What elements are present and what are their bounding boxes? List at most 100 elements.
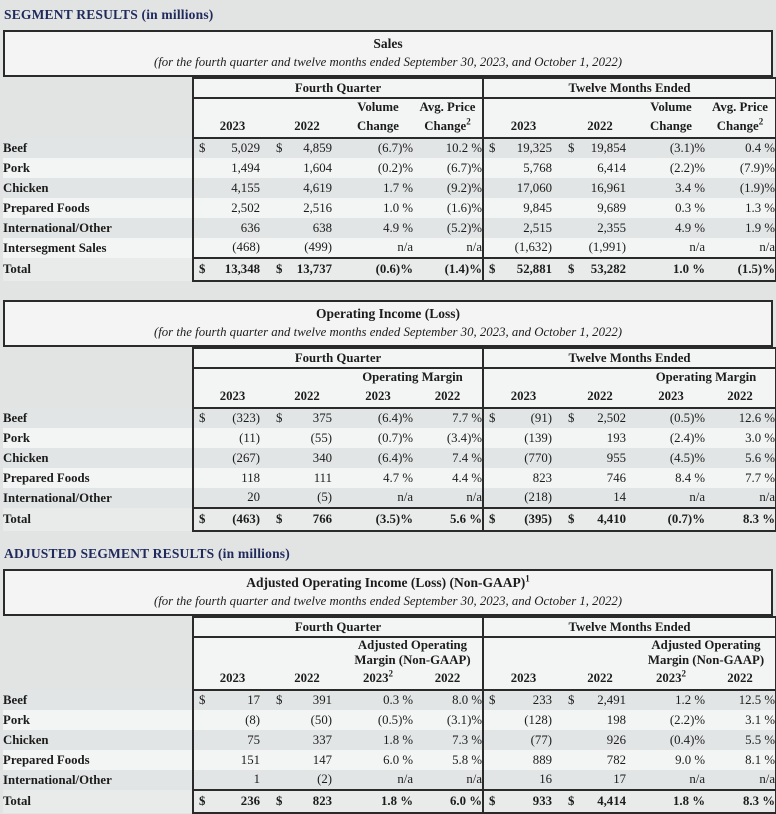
column-header: 2023: [192, 116, 271, 139]
segment-label: Pork: [3, 710, 193, 730]
column-header: Avg. Price: [413, 98, 483, 116]
percent-cell: 1.2 %: [637, 690, 705, 710]
percent-cell: 8.3 %: [705, 789, 776, 814]
percent-cell: (6.7)%: [413, 158, 483, 178]
column-header-top-row: Volume Avg. Price Volume Avg. Price: [3, 98, 776, 116]
table-row: Chicken 75 337 1.8 % 7.3 % (77) 926 (0.4)% 5.5 %: [3, 730, 776, 750]
column-header: Change2: [705, 116, 776, 139]
row-label-spacer: [3, 116, 193, 138]
adjusted-operating-table-subtitle: (for the fourth quarter and twelve month…: [153, 594, 623, 608]
percent-cell: 0.3 %: [343, 690, 413, 710]
percent-cell: 3.0 %: [705, 428, 776, 448]
segment-label: Intersegment Sales: [3, 238, 193, 258]
money-cell: $233: [482, 690, 563, 710]
money-cell: 6,414: [563, 158, 637, 178]
money-cell: $19,854: [563, 138, 637, 158]
fourth-quarter-header: Fourth Quarter: [192, 77, 483, 99]
percent-cell: (3.1)%: [637, 138, 705, 158]
percent-cell: (0.5)%: [343, 710, 413, 730]
table-row: Chicken (267) 340 (6.4)% 7.4 % (770) 955 (4.5)%…: [3, 448, 776, 468]
years-header-row: 2023 2022 2023 2022 2023 2022 2023 2022: [3, 386, 776, 409]
money-cell: 4,619: [271, 178, 343, 198]
margin-header-row: Operating Margin Operating Margin: [3, 368, 776, 386]
money-cell: (11): [192, 428, 271, 448]
percent-cell: n/a: [413, 488, 483, 508]
percent-cell: (0.6)%: [343, 257, 413, 282]
sales-table: Fourth Quarter Twelve Months Ended Volume A…: [3, 77, 776, 282]
percent-cell: (0.2)%: [343, 158, 413, 178]
percent-cell: 7.7 %: [413, 408, 483, 428]
percent-cell: (3.4)%: [413, 428, 483, 448]
percent-cell: 0.4 %: [705, 138, 776, 158]
table-row: Prepared Foods 2,502 2,516 1.0 % (1.6)% 9,845…: [3, 198, 776, 218]
percent-cell: (0.7)%: [637, 507, 705, 532]
table-row: Pork 1,494 1,604 (0.2)% (6.7)% 5,768 6,414 (2.2…: [3, 158, 776, 178]
year-header: 2023: [192, 386, 271, 409]
table-row: International/Other 636 638 4.9 % (5.2)% 2,51…: [3, 218, 776, 238]
percent-cell: 8.3 %: [705, 507, 776, 532]
year-header: 2023: [192, 668, 271, 691]
money-cell: 926: [563, 730, 637, 750]
percent-cell: (6.7)%: [343, 138, 413, 158]
table-row: International/Other 20 (5) n/a n/a (218) 14 n/a…: [3, 488, 776, 508]
percent-cell: 1.7 %: [343, 178, 413, 198]
money-cell: 1,494: [192, 158, 271, 178]
money-cell: 20: [192, 488, 271, 508]
percent-cell: (3.5)%: [343, 507, 413, 532]
percent-cell: n/a: [413, 238, 483, 258]
operating-income-title-box: Operating Income (Loss) (for the fourth …: [3, 300, 773, 347]
money-cell: $823: [271, 789, 343, 814]
operating-income-table: Fourth Quarter Twelve Months Ended Operati…: [3, 347, 776, 532]
segment-label: Beef: [3, 138, 193, 158]
margin-header: Operating Margin: [637, 368, 776, 386]
group-header-row: Fourth Quarter Twelve Months Ended: [3, 616, 776, 638]
percent-cell: 3.4 %: [637, 178, 705, 198]
percent-cell: (1.5)%: [705, 257, 776, 282]
money-cell: (1,991): [563, 238, 637, 258]
table-row: Beef $17 $391 0.3 % 8.0 % $233 $2,491 1.2 % 12.5…: [3, 690, 776, 710]
row-label-spacer: [3, 368, 193, 386]
money-cell: (5): [271, 488, 343, 508]
row-label-spacer: [3, 98, 193, 116]
margin-header: Adjusted Operating Margin (Non-GAAP): [637, 637, 776, 668]
percent-cell: 1.0 %: [343, 198, 413, 218]
year-header: 2022: [705, 668, 776, 691]
total-row: Total $13,348 $13,737 (0.6)% (1.4)% $52,881 $5…: [3, 257, 776, 282]
percent-cell: (1.6)%: [413, 198, 483, 218]
percent-cell: n/a: [637, 488, 705, 508]
percent-cell: (2.4)%: [637, 428, 705, 448]
percent-cell: (3.1)%: [413, 710, 483, 730]
percent-cell: 5.6 %: [705, 448, 776, 468]
money-cell: 782: [563, 750, 637, 770]
year-header: 2023: [343, 386, 413, 409]
year-header: 2022: [271, 668, 343, 691]
table-row: Pork (8) (50) (0.5)% (3.1)% (128) 198 (2.2)% 3.1…: [3, 710, 776, 730]
segment-label: International/Other: [3, 488, 193, 508]
money-cell: $766: [271, 507, 343, 532]
money-cell: 2,515: [482, 218, 563, 238]
money-cell: $ (463): [192, 507, 271, 532]
year-header: 2022: [563, 386, 637, 409]
money-cell: (8): [192, 710, 271, 730]
percent-cell: (4.5)%: [637, 448, 705, 468]
money-cell: 151: [192, 750, 271, 770]
money-cell: $4,859: [271, 138, 343, 158]
column-header: Change2: [413, 116, 483, 139]
percent-cell: 6.0 %: [413, 789, 483, 814]
money-cell: $53,282: [563, 257, 637, 282]
empty-header: [192, 368, 343, 386]
percent-cell: 1.8 %: [343, 730, 413, 750]
money-cell: 17,060: [482, 178, 563, 198]
money-cell: $19,325: [482, 138, 563, 158]
percent-cell: 4.9 %: [343, 218, 413, 238]
money-cell: 1: [192, 770, 271, 790]
adjusted-operating-table-wrap: Adjusted Operating Income (Loss) (Non-GA…: [3, 569, 776, 814]
money-cell: 955: [563, 448, 637, 468]
group-header-row: Fourth Quarter Twelve Months Ended: [3, 77, 776, 99]
percent-cell: n/a: [343, 238, 413, 258]
segment-label: Total: [3, 790, 193, 813]
money-cell: 746: [563, 468, 637, 488]
percent-cell: 8.4 %: [637, 468, 705, 488]
money-cell: 118: [192, 468, 271, 488]
